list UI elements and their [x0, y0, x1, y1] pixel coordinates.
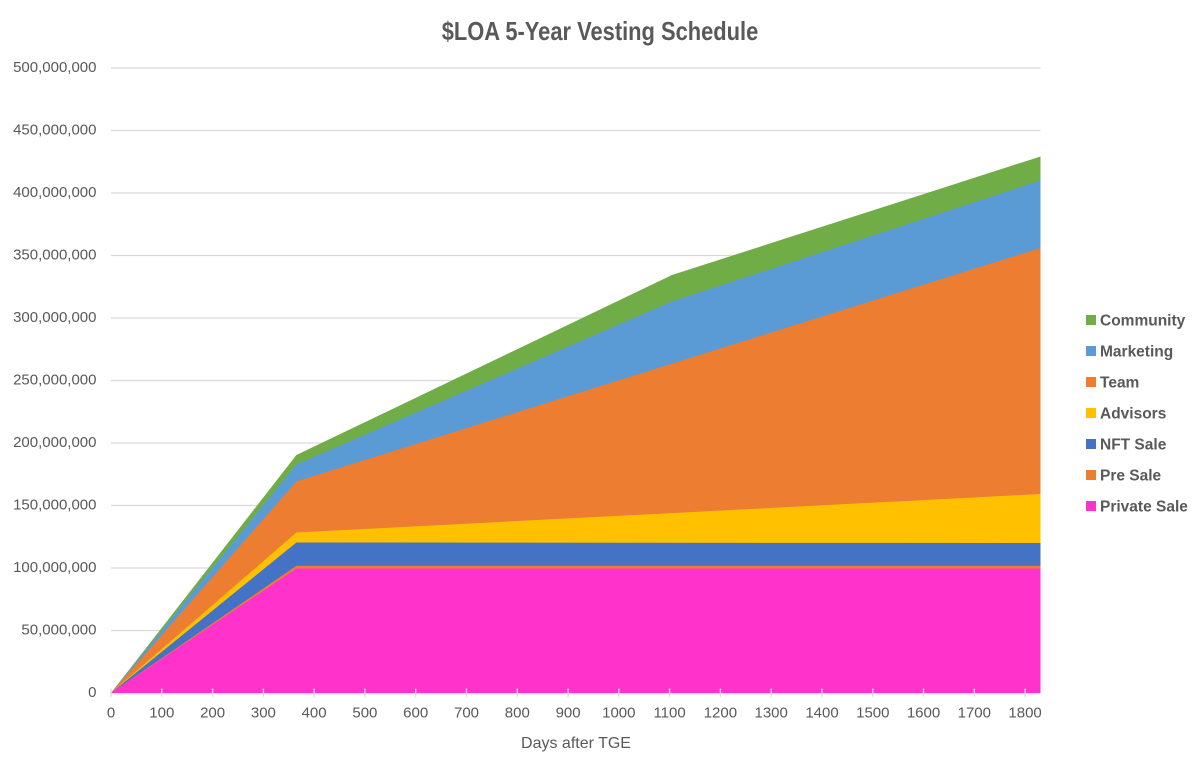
svg-text:Marketing: Marketing [1100, 344, 1173, 361]
svg-text:1500: 1500 [856, 705, 889, 722]
svg-text:200,000,000: 200,000,000 [13, 434, 96, 451]
svg-text:0: 0 [88, 684, 96, 701]
svg-text:500,000,000: 500,000,000 [13, 59, 96, 76]
svg-text:350,000,000: 350,000,000 [13, 247, 96, 264]
svg-text:100: 100 [149, 705, 174, 722]
svg-text:Advisors: Advisors [1100, 406, 1166, 423]
svg-text:1700: 1700 [958, 705, 991, 722]
svg-text:0: 0 [107, 705, 115, 722]
svg-text:700: 700 [454, 705, 479, 722]
svg-text:1800: 1800 [1008, 705, 1041, 722]
svg-text:Team: Team [1100, 375, 1139, 392]
svg-text:300: 300 [251, 705, 276, 722]
svg-text:1600: 1600 [907, 705, 940, 722]
svg-text:150,000,000: 150,000,000 [13, 497, 96, 514]
svg-text:800: 800 [505, 705, 530, 722]
svg-text:Private Sale: Private Sale [1100, 499, 1188, 516]
svg-text:50,000,000: 50,000,000 [21, 622, 96, 639]
svg-text:100,000,000: 100,000,000 [13, 559, 96, 576]
svg-text:Community: Community [1100, 313, 1186, 330]
svg-text:1100: 1100 [653, 705, 685, 722]
svg-text:300,000,000: 300,000,000 [13, 309, 96, 326]
svg-text:Pre Sale: Pre Sale [1100, 468, 1162, 485]
svg-text:450,000,000: 450,000,000 [13, 122, 96, 139]
svg-text:250,000,000: 250,000,000 [13, 372, 96, 389]
svg-text:400,000,000: 400,000,000 [13, 184, 96, 201]
svg-text:1000: 1000 [602, 705, 635, 722]
svg-text:1300: 1300 [755, 705, 788, 722]
svg-text:200: 200 [200, 705, 225, 722]
svg-text:900: 900 [556, 705, 581, 722]
svg-text:1400: 1400 [805, 705, 838, 722]
svg-text:$LOA 5-Year Vesting Schedule: $LOA 5-Year Vesting Schedule [442, 17, 759, 46]
svg-text:400: 400 [302, 705, 327, 722]
svg-text:NFT Sale: NFT Sale [1100, 437, 1167, 454]
svg-text:500: 500 [352, 705, 377, 722]
svg-text:600: 600 [403, 705, 428, 722]
svg-text:Days after TGE: Days after TGE [521, 735, 631, 752]
svg-text:1200: 1200 [704, 705, 737, 722]
